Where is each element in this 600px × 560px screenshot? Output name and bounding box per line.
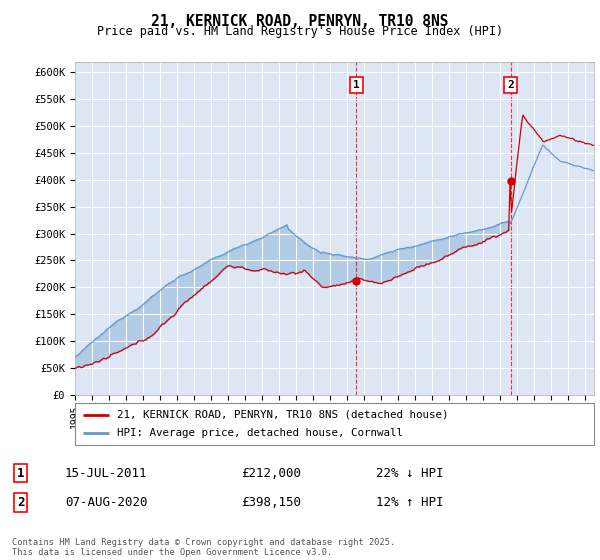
Text: 1: 1: [17, 466, 25, 480]
Text: 21, KERNICK ROAD, PENRYN, TR10 8NS: 21, KERNICK ROAD, PENRYN, TR10 8NS: [151, 14, 449, 29]
Text: 1: 1: [353, 80, 360, 90]
Text: 12% ↑ HPI: 12% ↑ HPI: [376, 496, 444, 509]
Text: 21, KERNICK ROAD, PENRYN, TR10 8NS (detached house): 21, KERNICK ROAD, PENRYN, TR10 8NS (deta…: [116, 410, 448, 420]
Text: £212,000: £212,000: [241, 466, 301, 480]
Text: Price paid vs. HM Land Registry's House Price Index (HPI): Price paid vs. HM Land Registry's House …: [97, 25, 503, 38]
Text: 2: 2: [17, 496, 25, 509]
Text: £398,150: £398,150: [241, 496, 301, 509]
Text: HPI: Average price, detached house, Cornwall: HPI: Average price, detached house, Corn…: [116, 428, 403, 438]
FancyBboxPatch shape: [75, 403, 594, 445]
Text: Contains HM Land Registry data © Crown copyright and database right 2025.
This d: Contains HM Land Registry data © Crown c…: [12, 538, 395, 557]
Text: 22% ↓ HPI: 22% ↓ HPI: [376, 466, 444, 480]
Text: 2: 2: [507, 80, 514, 90]
Text: 15-JUL-2011: 15-JUL-2011: [65, 466, 148, 480]
Text: 07-AUG-2020: 07-AUG-2020: [65, 496, 148, 509]
